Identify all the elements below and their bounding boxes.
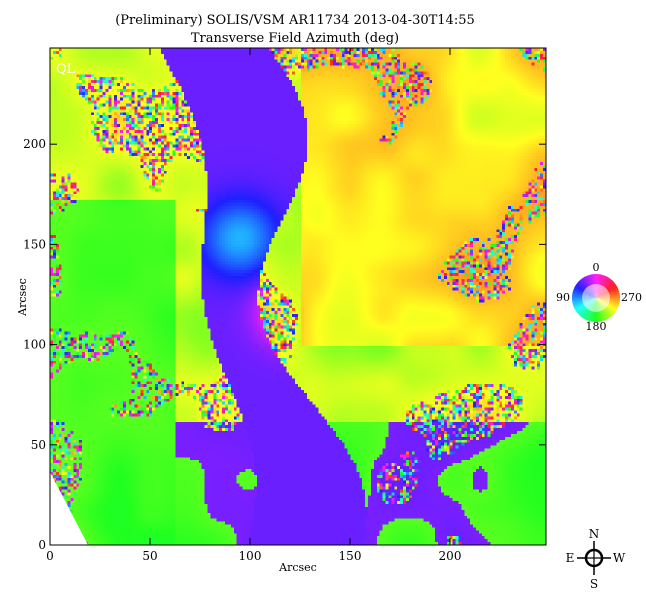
compass-east-label: E: [566, 551, 575, 565]
x-axis-label: Arcsec: [278, 561, 317, 574]
compass-west-label: W: [613, 551, 626, 565]
plot-frame: [49, 47, 547, 546]
azimuth-heatmap: [50, 48, 546, 545]
y-tick-label: 200: [23, 137, 46, 151]
y-tick-label: 50: [31, 438, 46, 452]
compass-north-label: N: [589, 527, 600, 541]
x-tick-label: 0: [46, 549, 54, 563]
y-axis: 0 50 100 150 200: [23, 137, 546, 552]
chart-subtitle: Transverse Field Azimuth (deg): [190, 31, 400, 46]
panel-tag-label: QL: [56, 62, 76, 77]
x-tick-label: 200: [439, 549, 462, 563]
y-axis-label: Arcsec: [16, 278, 29, 317]
no-data-region: [50, 472, 88, 545]
wheel-label-top: 0: [593, 261, 600, 274]
plot-area: QL: [49, 47, 547, 546]
azimuth-color-wheel: 0 90 270 180: [556, 261, 642, 333]
wheel-center: [582, 284, 610, 312]
compass-rose: N S E W: [566, 527, 626, 591]
x-axis: 0 50 100 150 200: [46, 48, 461, 563]
chart-title: (Preliminary) SOLIS/VSM AR11734 2013-04-…: [115, 13, 475, 28]
wheel-label-right: 270: [621, 291, 642, 304]
wheel-label-left: 90: [556, 291, 570, 304]
wheel-label-bottom: 180: [586, 320, 607, 333]
y-tick-label: 100: [23, 338, 46, 352]
x-tick-label: 50: [142, 549, 157, 563]
x-tick-label: 150: [339, 549, 362, 563]
compass-south-label: S: [590, 577, 598, 591]
x-tick-label: 100: [239, 549, 262, 563]
y-tick-label: 150: [23, 237, 46, 251]
y-tick-label: 0: [38, 538, 46, 552]
